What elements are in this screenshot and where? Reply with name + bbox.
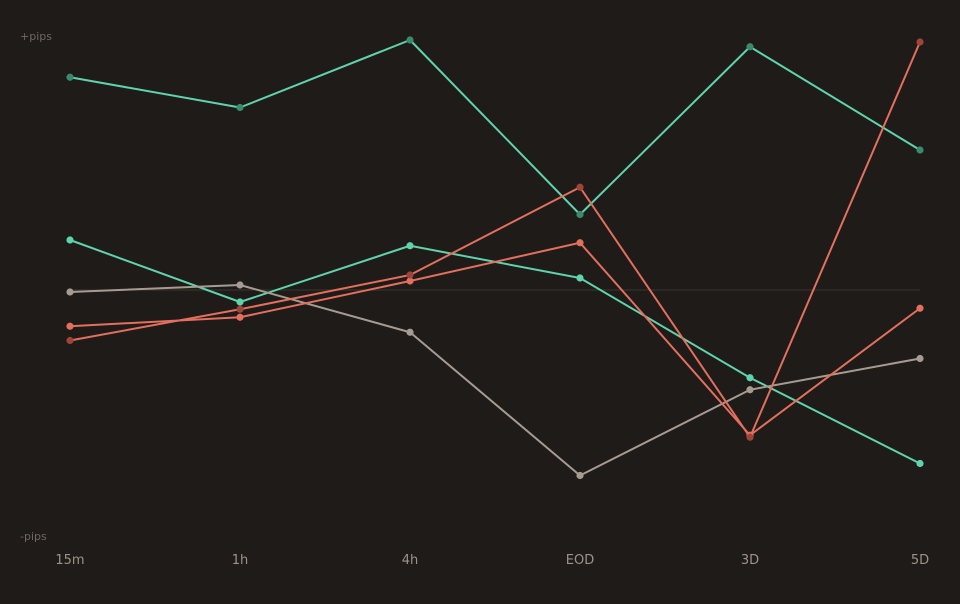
series-1-point-15m <box>66 73 74 81</box>
series-1-line <box>69 39 921 216</box>
series-3-point-1h <box>236 281 244 289</box>
series-4-point-1h <box>236 313 244 321</box>
x-tick-label: EOD <box>566 553 594 568</box>
series-5-line <box>69 41 921 439</box>
series-2-point-15m <box>66 236 74 244</box>
series-3 <box>66 281 924 480</box>
series-2-point-1h <box>236 298 244 306</box>
y-axis-bottom-label: -pips <box>20 530 47 543</box>
x-axis-ticks: 15m 1h 4h EOD 3D 5D <box>55 553 929 568</box>
series-1 <box>66 36 924 219</box>
x-tick-label: 3D <box>741 553 759 568</box>
series-4 <box>66 239 924 439</box>
series-2-point-EOD <box>576 274 584 282</box>
series-5-point-4h <box>406 271 414 279</box>
series-5-point-3D <box>746 433 754 441</box>
series-4-point-EOD <box>576 239 584 247</box>
series-3-point-15m <box>66 288 74 296</box>
series-2-point-4h <box>406 242 414 250</box>
x-tick-label: 1h <box>232 553 249 568</box>
x-tick-label: 5D <box>911 553 929 568</box>
series-1-point-4h <box>406 36 414 44</box>
series-4-line <box>69 241 921 437</box>
y-axis-top-label: +pips <box>20 30 52 43</box>
series-layer <box>66 36 924 480</box>
series-4-point-5D <box>916 304 924 312</box>
series-2-point-3D <box>746 374 754 382</box>
series-3-point-4h <box>406 328 414 336</box>
series-1-point-EOD <box>576 210 584 219</box>
series-3-point-3D <box>746 386 754 394</box>
series-4-point-4h <box>406 277 414 285</box>
series-3-line <box>69 284 921 477</box>
series-1-point-1h <box>236 103 244 112</box>
series-5-point-1h <box>236 305 244 313</box>
series-5-point-15m <box>66 336 74 345</box>
series-4-point-15m <box>66 322 74 330</box>
series-1-point-5D <box>916 146 924 154</box>
series-5-point-EOD <box>576 183 584 191</box>
x-tick-label: 4h <box>402 553 419 568</box>
series-5 <box>66 38 924 441</box>
series-2 <box>66 236 924 468</box>
series-3-point-5D <box>916 354 924 363</box>
series-5-point-5D <box>916 38 924 46</box>
series-2-line <box>69 239 921 465</box>
series-3-point-EOD <box>576 471 584 480</box>
series-2-point-5D <box>916 459 924 468</box>
x-tick-label: 15m <box>55 553 84 568</box>
series-1-point-3D <box>746 43 754 51</box>
